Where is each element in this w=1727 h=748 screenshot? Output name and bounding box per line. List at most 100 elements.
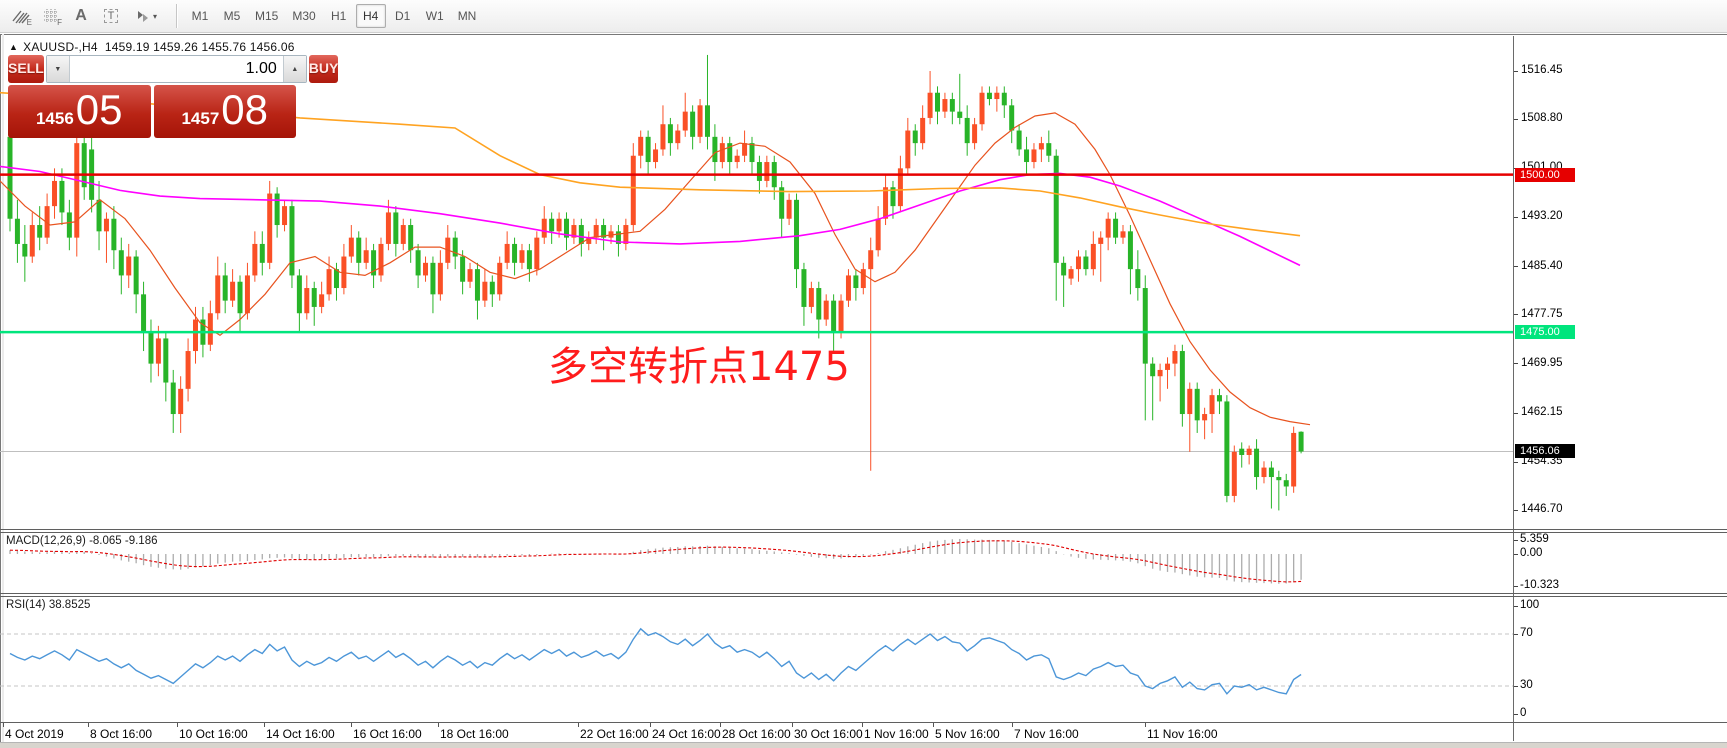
candle [1194,388,1200,421]
draw-lines-icon [12,10,30,24]
text-box-tool-button[interactable]: T [96,3,126,29]
time-tick-mark [177,723,178,727]
candle [1001,92,1007,106]
candle [541,218,547,238]
text-label-tool-button[interactable]: A [66,3,96,29]
time-tick-label: 8 Oct 16:00 [90,727,153,741]
volume-decrease-button[interactable]: ▼ [46,56,70,82]
candle [423,262,429,276]
candle [615,231,621,244]
candle [549,218,555,232]
timeframe-button-mn[interactable]: MN [457,9,477,23]
sell-price-prefix: 1456 [35,109,74,128]
candle [230,281,236,301]
candle [586,237,592,244]
time-tick-label: 24 Oct 16:00 [652,727,721,741]
timeframe-button-m5[interactable]: M5 [223,9,241,23]
time-tick-mark [578,723,579,727]
volume-input[interactable] [69,56,283,82]
candle [831,300,837,333]
time-tick-mark [1145,723,1146,727]
candle [59,180,65,213]
window-inner-border [2,34,4,748]
tool-sub-label: F [57,18,62,27]
candle [1061,262,1067,276]
time-axis-separator [0,722,1727,723]
price-tick-label: 1446.70 [1521,503,1563,516]
volume-increase-button[interactable]: ▲ [282,56,306,82]
candle [66,212,72,238]
candle [37,225,43,238]
candle [452,237,458,257]
timeframe-button-m1[interactable]: M1 [191,9,209,23]
buy-button[interactable]: BUY [308,55,339,83]
candle [786,199,792,219]
candle [697,105,703,137]
candle [237,281,243,314]
main-chart-canvas[interactable] [0,36,1513,530]
macd-panel-canvas[interactable] [0,532,1513,594]
candle [682,111,688,131]
timeframe-button-d1[interactable]: D1 [395,9,411,23]
candle [1291,432,1297,487]
time-tick-label: 7 Nov 16:00 [1014,727,1079,741]
candle [81,143,87,188]
candle [727,143,733,163]
rsi-tick-mark [1514,633,1518,635]
candle [838,300,844,333]
level-price-label: 1475.00 [1515,325,1575,340]
candle [74,143,80,238]
candle [779,187,785,219]
grid-tool-button[interactable]: F [36,3,66,29]
rsi-tick-mark [1514,713,1518,715]
candle [653,149,659,163]
timeframe-button-h4[interactable]: H4 [355,4,386,28]
current-price-label: 1456.06 [1515,444,1575,459]
candle [1209,395,1215,415]
rsi-panel-canvas[interactable] [0,596,1513,722]
collapse-arrow-icon[interactable]: ▲ [9,42,19,52]
candle [141,294,147,333]
candle [645,136,651,163]
candle [927,92,933,118]
panel-separator[interactable] [0,593,1727,594]
candle [1254,448,1260,478]
draw-lines-tool-button[interactable]: E [6,3,36,29]
candle [801,269,807,307]
price-tick-mark [1514,461,1518,463]
chart-text-annotation: 多空转折点1475 [548,344,850,390]
time-tick-mark [933,723,934,727]
time-tick-mark [351,723,352,727]
candle [1127,231,1133,270]
candle [1053,155,1059,263]
candle [845,275,851,301]
candle [704,105,710,137]
panel-separator[interactable] [0,529,1727,530]
sell-price-big: 05 [75,86,123,133]
sell-price-button[interactable]: 1456 05 [8,85,151,138]
macd-tick-label: -10.323 [1520,579,1560,591]
price-tick-label: 1493.20 [1521,210,1563,223]
timeframe-button-m15[interactable]: M15 [255,9,279,23]
timeframe-button-h1[interactable]: H1 [331,9,347,23]
candle [1298,431,1304,452]
candle [244,275,250,314]
price-tick-label: 1477.75 [1521,307,1563,320]
buy-price-button[interactable]: 1457 08 [153,85,296,138]
arrow-styles-tool-button[interactable]: ▾ [126,3,166,29]
candle [593,225,599,238]
time-tick-mark [862,723,863,727]
candle [118,250,124,276]
time-tick-label: 18 Oct 16:00 [440,727,509,741]
sell-button[interactable]: SELL [8,55,44,83]
timeframe-button-w1[interactable]: W1 [425,9,444,23]
price-axis-separator [1513,36,1514,741]
toolbar-separator [176,4,177,28]
candle [52,180,58,207]
candle [719,143,725,163]
candle [964,117,970,144]
candle [193,319,198,352]
candle [794,199,800,270]
candle [756,162,762,181]
timeframe-button-m30[interactable]: M30 [292,9,316,23]
